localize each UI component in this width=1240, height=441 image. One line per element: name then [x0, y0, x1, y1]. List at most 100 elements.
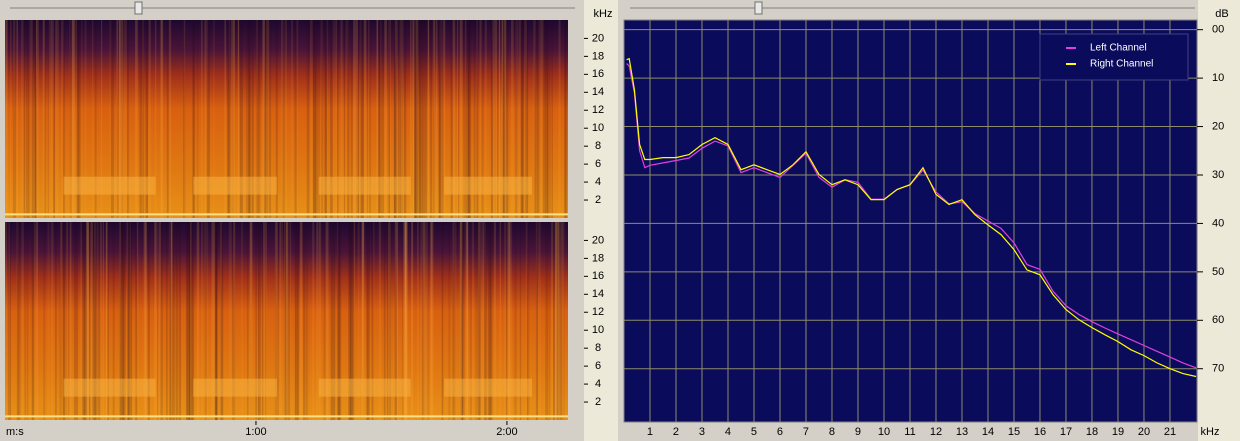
texture: [340, 20, 343, 218]
texture: [357, 20, 359, 218]
texture: [404, 222, 408, 420]
texture: [173, 222, 176, 420]
texture: [119, 20, 122, 218]
texture: [129, 222, 131, 420]
texture: [36, 20, 39, 218]
texture: [16, 222, 19, 420]
texture: [92, 20, 94, 218]
texture: [347, 20, 350, 218]
texture: [459, 20, 463, 218]
texture: [78, 20, 81, 218]
texture: [122, 222, 124, 420]
texture: [487, 222, 490, 420]
texture: [444, 378, 533, 397]
texture: [127, 20, 129, 218]
texture: [5, 20, 8, 218]
texture: [383, 222, 386, 420]
texture: [564, 20, 566, 218]
x-tick-label: 12: [930, 426, 942, 438]
texture: [70, 222, 73, 420]
texture: [63, 378, 156, 397]
x-tick-label: 1: [647, 426, 653, 438]
texture: [393, 20, 396, 218]
texture: [395, 222, 399, 420]
texture: [468, 20, 472, 218]
texture: [263, 20, 266, 218]
texture: [414, 20, 416, 218]
texture: [127, 222, 130, 420]
texture: [556, 222, 558, 420]
texture: [241, 222, 243, 420]
texture: [295, 222, 299, 420]
texture: [69, 20, 72, 218]
texture: [50, 20, 52, 218]
texture: [541, 20, 544, 218]
texture: [461, 222, 463, 420]
texture: [250, 222, 252, 420]
y-tick-label: 00: [1212, 24, 1224, 36]
texture: [291, 20, 293, 218]
texture: [299, 222, 302, 420]
texture: [475, 222, 478, 420]
texture: [554, 222, 557, 420]
texture: [256, 20, 258, 218]
texture: [232, 222, 236, 420]
series-line: [626, 57, 1197, 378]
texture: [355, 20, 358, 218]
texture: [168, 20, 172, 218]
texture: [430, 20, 433, 218]
texture: [10, 20, 12, 218]
texture: [514, 222, 517, 420]
texture: [196, 222, 200, 420]
texture: [460, 222, 462, 420]
texture: [533, 20, 536, 218]
texture: [193, 176, 277, 195]
x-axis-label: kHz: [1201, 426, 1220, 438]
x-tick-label: 2: [673, 426, 679, 438]
y-tick-label: 60: [1212, 314, 1224, 326]
texture: [415, 20, 419, 218]
texture: [360, 20, 362, 218]
axis-strip: [584, 0, 618, 441]
texture: [476, 20, 479, 218]
y-tick-label: 4: [595, 378, 601, 390]
spectrogram: 2 4 6 8 10 12 14 16 18 20 2 4 6 8 10 12 14 16 18 20 kHz m:s 1:…: [5, 8, 612, 438]
texture: [519, 222, 522, 420]
texture: [154, 222, 157, 420]
texture: [353, 222, 355, 420]
texture: [308, 20, 310, 218]
texture: [466, 20, 470, 218]
texture: [52, 20, 54, 218]
texture: [403, 222, 406, 420]
texture: [496, 20, 499, 218]
texture: [411, 222, 413, 420]
texture: [524, 20, 527, 218]
texture: [400, 20, 404, 218]
texture: [105, 222, 108, 420]
texture: [422, 20, 425, 218]
slider-thumb[interactable]: [754, 1, 763, 15]
texture: [213, 20, 215, 218]
texture: [415, 20, 418, 218]
texture: [318, 378, 411, 397]
texture: [381, 20, 385, 218]
texture: [264, 222, 267, 420]
plot-area: [623, 19, 1198, 423]
texture: [359, 20, 362, 218]
texture: [228, 20, 231, 218]
texture: [414, 20, 417, 218]
texture: [85, 222, 89, 420]
slider-thumb[interactable]: [134, 1, 143, 15]
texture: [551, 20, 553, 218]
texture: [421, 222, 425, 420]
texture: [59, 222, 63, 420]
texture: [420, 222, 424, 420]
texture: [42, 20, 45, 218]
texture: [102, 222, 104, 420]
texture: [556, 222, 560, 420]
texture: [506, 20, 509, 218]
texture: [283, 222, 286, 420]
texture: [557, 222, 560, 420]
texture: [69, 222, 71, 420]
texture: [232, 20, 235, 218]
